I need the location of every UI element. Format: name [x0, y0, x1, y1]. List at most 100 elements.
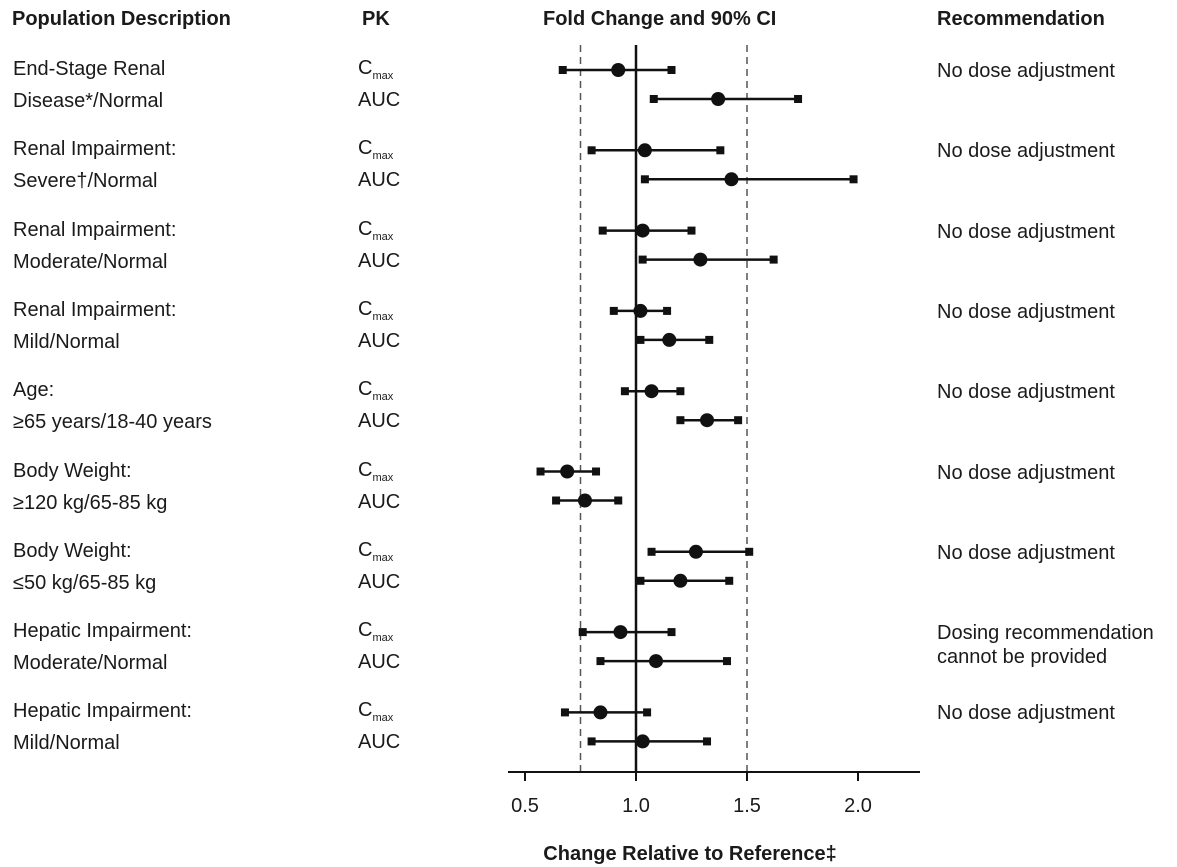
population-line2: Severe†/Normal	[13, 170, 158, 193]
point-estimate	[637, 143, 652, 158]
recommendation-text: No dose adjustment	[937, 541, 1115, 565]
ci-upper-cap	[687, 226, 696, 235]
point-estimate	[662, 332, 677, 347]
point-estimate	[593, 705, 608, 720]
ci-upper-cap	[745, 547, 754, 556]
population-line2: ≤50 kg/65-85 kg	[13, 571, 157, 594]
recommendation-text: No dose adjustment	[937, 701, 1115, 725]
ci-upper-cap	[723, 657, 732, 666]
pk-cmax-label: Cmax	[358, 217, 394, 243]
ci-lower-cap	[536, 467, 545, 476]
ci-upper-cap	[676, 387, 685, 396]
pk-auc-label: AUC	[358, 490, 401, 513]
ci-upper-cap	[849, 175, 858, 184]
ci-lower-cap	[649, 95, 658, 103]
header-population-description: Population Description	[12, 8, 231, 30]
header-pk: PK	[362, 8, 390, 30]
pk-auc-label: AUC	[358, 169, 401, 192]
x-axis-label: Change Relative to Reference‡	[543, 843, 836, 865]
pk-cmax-label: Cmax	[358, 137, 394, 163]
ci-lower-cap	[676, 416, 685, 425]
ci-upper-cap	[769, 255, 778, 264]
ci-lower-cap	[636, 335, 645, 344]
ci-lower-cap	[560, 708, 569, 717]
population-label: Age: ≥65 years/18-40 years	[13, 374, 212, 438]
ci-lower-cap	[552, 496, 561, 505]
population-label: Renal Impairment: Moderate/Normal	[13, 214, 176, 278]
recommendation-line: No dose adjustment	[937, 702, 1115, 725]
population-line2: Disease*/Normal	[13, 90, 164, 112]
population-label: End-Stage Renal Disease*/Normal	[13, 53, 165, 117]
recommendation-line: No dose adjustment	[937, 461, 1115, 484]
recommendation-line: No dose adjustment	[937, 60, 1115, 82]
population-label: Hepatic Impairment: Moderate/Normal	[13, 615, 192, 679]
ci-lower-cap	[578, 628, 587, 637]
population-line2: ≥120 kg/65-85 kg	[13, 491, 168, 514]
recommendation-text: Dosing recommendation cannot be provided	[937, 621, 1154, 669]
pk-auc-label: AUC	[358, 731, 401, 754]
ci-upper-cap	[734, 416, 743, 425]
population-label: Hepatic Impairment: Mild/Normal	[13, 695, 192, 759]
population-line1: Age:	[13, 379, 55, 402]
population-line2: Moderate/Normal	[13, 250, 168, 273]
pk-cmax-label: Cmax	[358, 57, 394, 82]
population-line1: Renal Impairment:	[13, 138, 177, 161]
population-line1: End-Stage Renal	[13, 58, 166, 80]
ci-upper-cap	[794, 95, 803, 103]
ci-upper-cap	[667, 628, 676, 637]
pk-auc-label: AUC	[358, 651, 401, 674]
x-tick-label: 0.5	[511, 795, 539, 817]
ci-lower-cap	[596, 657, 605, 666]
recommendation-line: cannot be provided	[937, 646, 1108, 669]
point-estimate	[560, 464, 575, 479]
population-line1: Body Weight:	[13, 459, 132, 482]
ci-lower-cap	[598, 226, 607, 235]
pk-cmax-label: Cmax	[358, 297, 394, 323]
point-estimate	[673, 573, 688, 588]
ci-upper-cap	[716, 146, 725, 155]
point-estimate	[577, 493, 592, 508]
population-label: Renal Impairment: Severe†/Normal	[13, 133, 176, 197]
point-estimate	[613, 625, 628, 640]
ci-lower-cap	[620, 387, 629, 396]
pk-cmax-label: Cmax	[358, 538, 394, 564]
ci-upper-cap	[725, 576, 734, 585]
point-estimate	[644, 384, 659, 399]
ci-lower-cap	[558, 66, 567, 74]
pk-cmax-label: Cmax	[358, 378, 394, 404]
x-tick-label: 1.5	[733, 795, 761, 817]
population-line1: Body Weight:	[13, 539, 132, 562]
point-estimate	[635, 734, 650, 749]
population-line2: ≥65 years/18-40 years	[13, 411, 212, 434]
ci-upper-cap	[663, 306, 672, 315]
population-line1: Hepatic Impairment:	[13, 700, 192, 723]
ci-lower-cap	[587, 737, 596, 746]
recommendation-line: No dose adjustment	[937, 140, 1115, 163]
population-label: Renal Impairment: Mild/Normal	[13, 294, 176, 358]
pk-cmax-label: Cmax	[358, 619, 394, 645]
population-line1: Hepatic Impairment:	[13, 620, 192, 643]
ci-upper-cap	[592, 467, 601, 476]
pk-auc-label: AUC	[358, 410, 401, 433]
ci-lower-cap	[647, 547, 656, 556]
pk-auc-label: AUC	[358, 329, 401, 352]
recommendation-line: No dose adjustment	[937, 381, 1115, 404]
header-fold-change: Fold Change and 90% CI	[543, 8, 777, 30]
population-line2: Mild/Normal	[13, 330, 120, 353]
point-estimate	[700, 413, 715, 428]
ci-lower-cap	[587, 146, 596, 155]
pk-auc-label: AUC	[358, 570, 401, 593]
population-line1: Renal Impairment:	[13, 218, 177, 241]
recommendation-text: No dose adjustment	[937, 59, 1115, 83]
x-tick-label: 2.0	[844, 795, 872, 817]
recommendation-line: No dose adjustment	[937, 300, 1115, 323]
recommendation-text: No dose adjustment	[937, 220, 1115, 244]
population-line1: Renal Impairment:	[13, 298, 177, 321]
ci-lower-cap	[638, 255, 647, 264]
point-estimate	[688, 544, 703, 559]
population-line2: Mild/Normal	[13, 732, 120, 755]
recommendation-text: No dose adjustment	[937, 461, 1115, 485]
point-estimate	[724, 172, 739, 187]
pk-cmax-label: Cmax	[358, 458, 394, 484]
